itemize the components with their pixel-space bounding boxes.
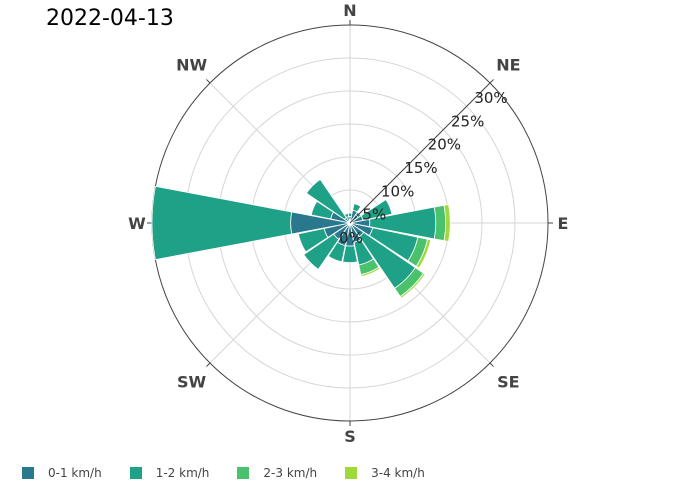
legend-swatch (345, 467, 358, 479)
wind-bar-e (433, 204, 447, 242)
series-3-4-km-h (360, 203, 451, 299)
wind-bar-nw (305, 178, 347, 220)
legend: 0-1 km/h 1-2 km/h 2-3 km/h 3-4 km/h (22, 466, 453, 480)
legend-item[interactable]: 3-4 km/h (345, 466, 425, 480)
legend-label: 0-1 km/h (48, 466, 102, 480)
wind-bar-se (399, 272, 426, 299)
wind-bar-ene (360, 198, 393, 221)
wind-bar-s (342, 245, 358, 263)
wind-bar-w (151, 185, 293, 261)
legend-item[interactable]: 2-3 km/h (237, 466, 317, 480)
compass-label-e: E (558, 214, 569, 233)
radial-tick-label: 5% (362, 206, 386, 224)
compass-label-w: W (128, 214, 146, 233)
compass-label-se: SE (497, 372, 519, 391)
angular-tick (489, 79, 494, 84)
legend-swatch (237, 467, 250, 479)
angular-tick (206, 362, 211, 367)
legend-item[interactable]: 1-2 km/h (129, 466, 210, 480)
wind-bar-sw (303, 233, 340, 270)
legend-item[interactable]: 0-1 km/h (22, 466, 102, 480)
wind-bar-wsw (297, 227, 329, 253)
radial-tick-label: 25% (451, 112, 484, 130)
wind-bar-ese (415, 238, 432, 269)
wind-bar-e (443, 203, 451, 243)
radial-axis: 0% 5% 10% 15% 20% 25% 30% (339, 82, 508, 247)
wind-bar-n (347, 212, 353, 217)
radial-tick-label: 20% (428, 136, 461, 154)
compass-label-s: S (344, 427, 356, 446)
wind-bar-wnw (310, 200, 334, 220)
radial-tick-label: 30% (474, 89, 507, 107)
radial-axis-line (349, 82, 491, 224)
wind-bar-ssw (327, 241, 346, 263)
series-1-2-km-h (151, 178, 437, 289)
wind-bar-sse (360, 266, 381, 278)
angular-tick (206, 79, 211, 84)
compass-label-nw: NW (176, 56, 207, 75)
radial-tick-label: 10% (381, 182, 414, 200)
wind-bar-nne (352, 203, 362, 213)
legend-label: 3-4 km/h (371, 466, 425, 480)
compass-label-n: N (343, 1, 356, 20)
compass-labels: N NE E SE S SW W NW (128, 1, 568, 446)
compass-label-sw: SW (177, 372, 207, 391)
chart-title: 2022-04-13 (46, 6, 174, 31)
angular-tick (489, 362, 494, 367)
radial-tick-label: 0% (339, 229, 363, 247)
legend-swatch (22, 467, 34, 479)
radial-tick-label: 15% (404, 159, 437, 177)
legend-label: 1-2 km/h (155, 466, 210, 480)
legend-label: 2-3 km/h (263, 466, 318, 480)
bars (151, 178, 451, 299)
wind-bar-nnw (344, 212, 350, 219)
compass-label-ne: NE (496, 56, 520, 75)
legend-swatch (129, 467, 142, 479)
